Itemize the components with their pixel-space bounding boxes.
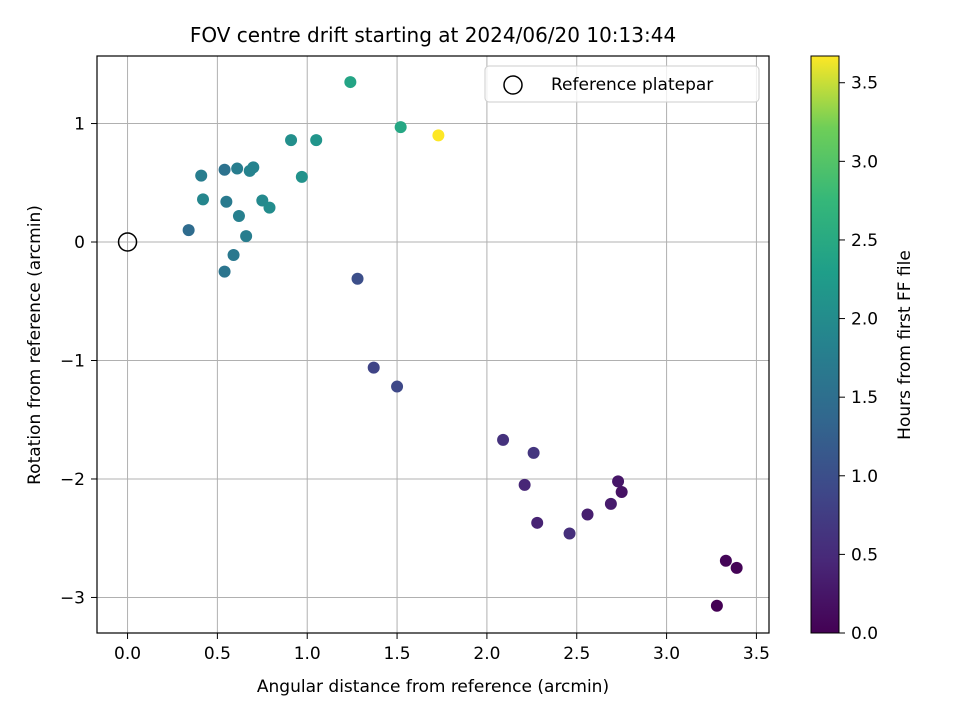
data-point	[195, 169, 208, 182]
x-tick-label: 2.5	[563, 644, 590, 664]
x-tick-label: 3.0	[653, 644, 680, 664]
data-point	[197, 193, 210, 206]
colorbar-label: Hours from first FF file	[895, 250, 915, 440]
colorbar: 0.0 0.5 1.0 1.5 2.0 2.5 3.0 3.5 Hours from firs…	[810, 55, 915, 644]
y-tick-label: 0	[74, 233, 85, 253]
y-tick-label: −1	[60, 351, 85, 371]
legend-box	[484, 65, 760, 103]
data-point	[432, 129, 445, 142]
data-point	[295, 170, 308, 183]
colorbar-tick-label: 2.0	[851, 310, 878, 330]
y-axis-label: Rotation from reference (arcmin)	[25, 205, 45, 485]
data-point	[240, 230, 253, 243]
legend: Reference platepar	[484, 65, 760, 103]
data-point	[394, 121, 407, 134]
data-point	[391, 380, 404, 393]
data-point	[285, 134, 298, 147]
y-tick-label: −2	[60, 470, 85, 490]
y-tick-label: 1	[74, 115, 85, 135]
data-point	[497, 433, 510, 446]
x-tick-label: 3.5	[743, 644, 770, 664]
data-point	[719, 554, 732, 567]
data-point	[581, 508, 594, 521]
data-point	[518, 478, 531, 491]
data-point	[604, 497, 617, 510]
data-point	[227, 249, 240, 262]
grid	[97, 56, 769, 633]
colorbar-tick-label: 2.5	[851, 231, 878, 251]
legend-marker-reference	[503, 75, 523, 95]
data-point	[730, 561, 743, 574]
colorbar-tick-label: 0.0	[851, 624, 878, 644]
x-tick-label: 1.0	[294, 644, 321, 664]
colorbar-tick-label: 3.0	[851, 152, 878, 172]
data-point	[615, 486, 628, 499]
data-point	[263, 201, 276, 214]
data-point	[218, 265, 231, 278]
plot-frame	[96, 55, 770, 634]
chart-title: FOV centre drift starting at 2024/06/20 …	[190, 23, 676, 47]
data-point	[527, 446, 540, 459]
data-point	[351, 272, 364, 285]
x-tick-label: 1.5	[384, 644, 411, 664]
colorbar-tick-label: 1.5	[851, 388, 878, 408]
data-point	[710, 599, 723, 612]
data-point	[247, 161, 260, 174]
data-point	[182, 224, 195, 237]
x-axis-label: Angular distance from reference (arcmin)	[257, 677, 609, 697]
data-point	[344, 76, 357, 89]
data-point	[367, 361, 380, 374]
colorbar-gradient	[810, 55, 840, 634]
data-point	[310, 134, 323, 147]
x-axis-ticks: 0.0 0.5 1.0 1.5 2.0 2.5 3.0 3.5	[114, 633, 770, 664]
data-point	[612, 475, 625, 488]
legend-label-reference: Reference platepar	[551, 75, 713, 95]
y-axis-ticks: −3 −2 −1 0 1	[60, 115, 97, 608]
data-point	[531, 516, 544, 529]
x-tick-label: 0.5	[204, 644, 231, 664]
colorbar-tick-label: 1.0	[851, 467, 878, 487]
reference-platepar-marker	[117, 232, 138, 252]
colorbar-ticks: 0.0 0.5 1.0 1.5 2.0 2.5 3.0 3.5	[839, 74, 878, 644]
colorbar-tick-label: 0.5	[851, 545, 878, 565]
data-point	[220, 195, 233, 208]
y-tick-label: −3	[60, 588, 85, 608]
colorbar-tick-label: 3.5	[851, 74, 878, 94]
x-tick-label: 0.0	[114, 644, 141, 664]
data-point	[218, 163, 231, 176]
x-tick-label: 2.0	[473, 644, 500, 664]
data-point	[232, 209, 245, 222]
data-point	[231, 162, 244, 175]
data-points	[182, 76, 743, 612]
data-point	[563, 527, 576, 540]
